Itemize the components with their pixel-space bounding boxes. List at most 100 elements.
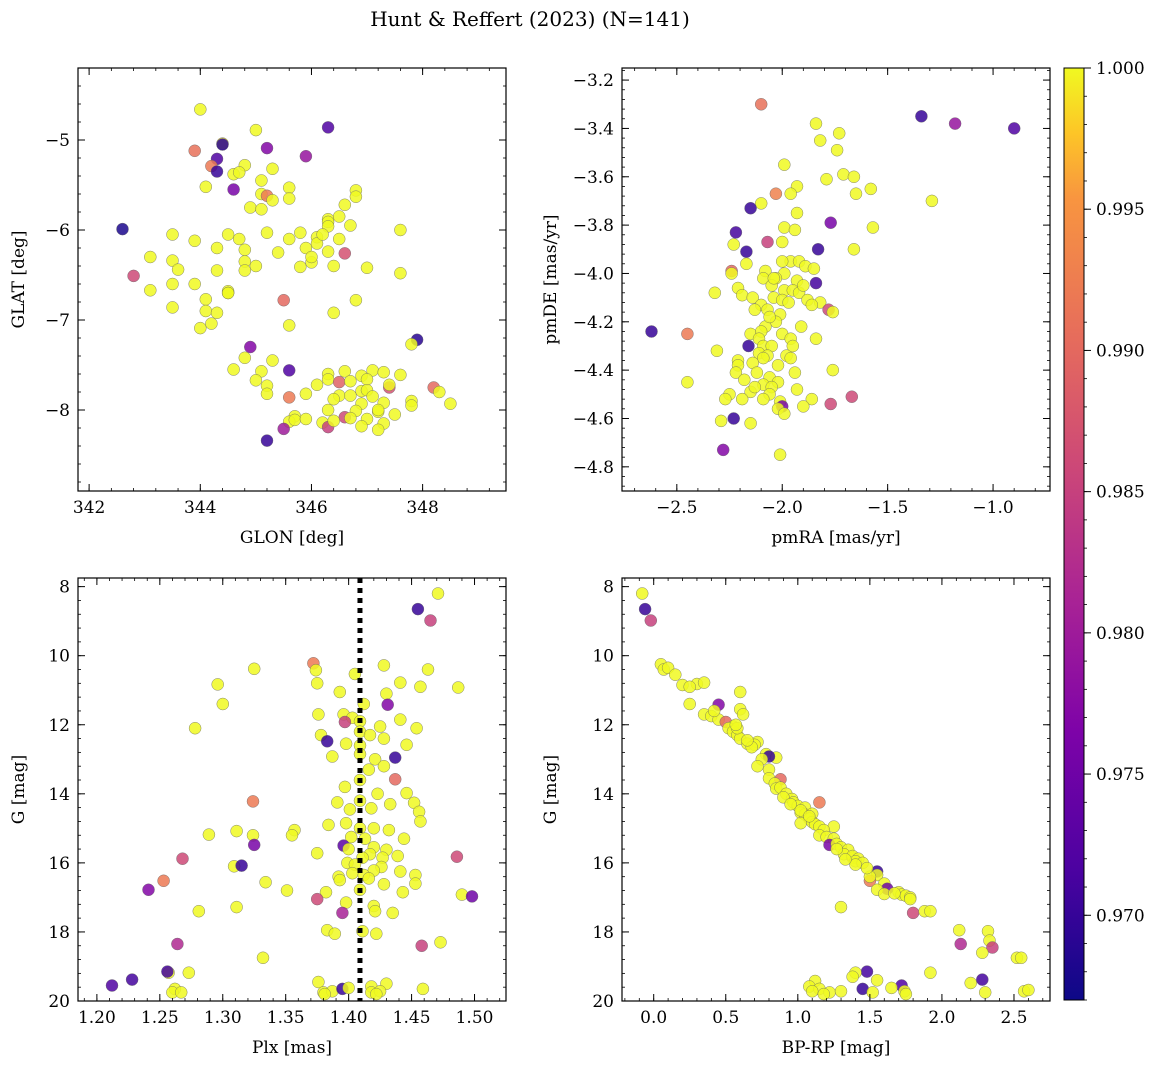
data-point xyxy=(188,277,201,291)
data-point xyxy=(249,374,263,387)
data-point xyxy=(161,965,174,978)
data-point xyxy=(778,407,791,420)
data-point xyxy=(333,375,346,389)
data-point xyxy=(188,722,202,735)
data-point xyxy=(741,734,754,747)
data-point xyxy=(157,874,170,887)
data-point xyxy=(318,987,331,1001)
y-axis-label: G [mag] xyxy=(9,755,29,824)
data-point xyxy=(803,810,816,823)
axes-frame xyxy=(621,67,1051,492)
data-point xyxy=(806,985,819,998)
data-point xyxy=(211,678,224,691)
data-point xyxy=(411,602,425,616)
y-tick-label: −4.0 xyxy=(573,264,614,284)
data-point xyxy=(380,687,393,700)
x-tick-label: 0.5 xyxy=(712,1008,739,1028)
data-point xyxy=(188,234,201,248)
data-point xyxy=(820,172,833,186)
x-tick-label: 342 xyxy=(73,498,105,518)
x-axis-label: pmRA [mas/yr] xyxy=(771,528,900,548)
y-tick-label: −4.6 xyxy=(573,409,614,429)
x-tick-label: 1.45 xyxy=(393,1008,431,1028)
axes-frame xyxy=(77,67,507,492)
data-point xyxy=(826,305,839,319)
data-point xyxy=(227,183,240,196)
data-point xyxy=(266,194,279,207)
data-point xyxy=(344,411,357,425)
data-point xyxy=(771,359,785,372)
colorbar: 0.970 0.975 0.980 0.985 0.990 0.995 1.000 xyxy=(1063,59,1145,1001)
x-tick-label: 1.30 xyxy=(204,1008,242,1028)
data-point xyxy=(725,267,738,280)
data-point xyxy=(788,366,802,379)
x-tick-label: −2.0 xyxy=(762,498,803,518)
data-point xyxy=(645,325,658,338)
data-point xyxy=(833,127,846,140)
data-point xyxy=(166,277,179,291)
data-point xyxy=(400,786,413,800)
data-point xyxy=(338,365,351,378)
data-point xyxy=(363,728,377,742)
data-point xyxy=(125,973,139,986)
axes-frame xyxy=(77,577,507,1002)
data-point xyxy=(266,354,279,367)
x-tick-label: −1.0 xyxy=(972,498,1013,518)
data-point xyxy=(312,708,325,721)
data-point xyxy=(381,698,394,711)
data-point xyxy=(244,340,257,354)
data-point xyxy=(194,321,207,335)
data-point xyxy=(144,250,157,264)
panel-glon-glat: 342 344 346 348 −5 −6 −7 −8 GLON [deg] GLAT [deg] xyxy=(9,67,507,548)
data-point xyxy=(776,255,789,268)
data-point xyxy=(230,824,243,838)
data-point xyxy=(260,434,274,447)
data-point xyxy=(846,970,859,983)
colorbar-tick-label: 1.000 xyxy=(1096,59,1145,79)
y-tick-label: −4.2 xyxy=(573,313,614,333)
data-point xyxy=(202,828,216,841)
x-tick-label: 1.25 xyxy=(141,1008,179,1028)
data-point xyxy=(166,254,179,267)
data-point xyxy=(280,884,294,897)
data-point xyxy=(230,900,243,914)
y-tick-label: 16 xyxy=(592,854,614,874)
data-point xyxy=(367,822,380,835)
y-tick-label: 12 xyxy=(592,716,614,736)
x-axis-label: BP-RP [mag] xyxy=(782,1038,891,1058)
data-point xyxy=(283,364,296,377)
data-point xyxy=(283,391,296,404)
data-point xyxy=(414,815,427,828)
data-point xyxy=(210,306,224,319)
data-point xyxy=(327,414,340,427)
data-point xyxy=(336,906,349,920)
data-point xyxy=(751,760,764,773)
data-point xyxy=(249,259,263,273)
data-point xyxy=(333,873,346,887)
data-point xyxy=(389,751,402,764)
data-point xyxy=(283,232,296,246)
data-point xyxy=(976,946,989,959)
data-point xyxy=(452,681,465,694)
x-tick-label: 2.0 xyxy=(928,1008,955,1028)
data-point xyxy=(344,389,357,402)
data-point xyxy=(372,423,385,436)
panel-bprp-g: 0.0 0.5 1.0 1.5 2.0 2.5 8 10 12 14 16 18 20 BP-RP [ma… xyxy=(541,577,1051,1058)
data-point xyxy=(813,796,826,809)
data-point xyxy=(299,387,313,400)
data-point xyxy=(416,982,430,996)
data-point xyxy=(388,408,401,421)
x-tick-label: −1.5 xyxy=(867,498,908,518)
data-point xyxy=(285,829,299,842)
data-point xyxy=(794,804,807,817)
data-point xyxy=(232,166,246,179)
x-tick-label: 348 xyxy=(406,498,438,518)
data-point xyxy=(708,286,721,299)
axes-frame xyxy=(621,577,1051,1002)
data-point xyxy=(310,378,324,391)
data-point xyxy=(761,235,774,249)
data-point xyxy=(788,223,802,237)
data-point xyxy=(885,981,898,995)
data-point xyxy=(814,134,827,147)
data-point xyxy=(925,194,939,208)
